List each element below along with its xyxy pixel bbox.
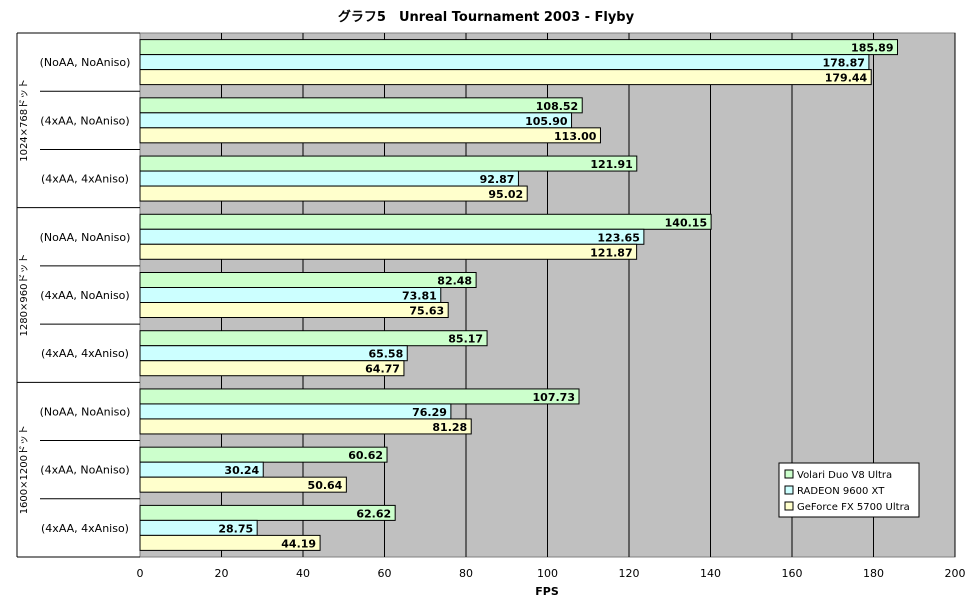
data-label: 64.77 xyxy=(365,363,400,376)
x-tick-label: 0 xyxy=(137,567,144,580)
bar xyxy=(139,228,645,245)
data-label: 85.17 xyxy=(448,333,483,346)
x-tick-label: 180 xyxy=(863,567,884,580)
bar xyxy=(139,272,477,288)
data-label: 44.19 xyxy=(281,537,316,550)
category-label: (4xAA, 4xAniso) xyxy=(41,522,129,535)
bar xyxy=(139,388,580,405)
data-label: 60.62 xyxy=(348,449,383,462)
x-tick-label: 160 xyxy=(782,567,803,580)
legend-swatch xyxy=(784,469,794,479)
bar xyxy=(139,170,519,187)
data-label: 140.15 xyxy=(665,216,707,229)
x-tick-label: 140 xyxy=(700,567,721,580)
data-label: 62.62 xyxy=(356,507,391,520)
category-label: (4xAA, NoAniso) xyxy=(40,114,129,127)
data-label: 121.87 xyxy=(590,246,632,259)
legend-swatch xyxy=(784,485,794,495)
group-label: 1024×768ドット xyxy=(19,79,30,162)
bar xyxy=(139,185,528,202)
bar xyxy=(139,213,712,230)
bar xyxy=(139,243,638,260)
category-label: (4xAA, NoAniso) xyxy=(40,289,129,302)
data-label: 121.91 xyxy=(590,158,632,171)
y-axis-labels: (NoAA, NoAniso) (4xAA, NoAniso) (4xAA, 4xA… xyxy=(16,32,140,558)
bar xyxy=(139,287,442,303)
legend: Volari Duo V8 Ultra RADEON 9600 XT GeForce… xyxy=(778,462,920,518)
bar xyxy=(139,155,638,172)
data-label: 185.89 xyxy=(851,42,893,55)
x-tick-label: 20 xyxy=(215,567,229,580)
x-tick-label: 40 xyxy=(296,567,310,580)
data-label: 123.65 xyxy=(597,231,639,244)
data-label: 178.87 xyxy=(822,57,864,70)
x-axis-title: FPS xyxy=(535,585,559,598)
bar xyxy=(139,302,449,318)
bar xyxy=(139,127,601,144)
bars-layer: 185.89 178.87 179.44 108.52 105.90 113.00 121.… xyxy=(139,39,899,551)
bar xyxy=(139,504,396,521)
data-label: 95.02 xyxy=(488,188,523,201)
data-label: 76.29 xyxy=(412,406,447,419)
data-label: 50.64 xyxy=(308,479,343,492)
bar xyxy=(139,112,573,129)
bar xyxy=(139,39,899,56)
x-tick-label: 120 xyxy=(619,567,640,580)
legend-entry: Volari Duo V8 Ultra xyxy=(797,470,892,481)
bar xyxy=(139,97,583,114)
group-label: 1600×1200ドット xyxy=(19,425,30,514)
data-label: 28.75 xyxy=(218,522,253,535)
data-label: 65.58 xyxy=(368,348,403,361)
category-label: (4xAA, 4xAniso) xyxy=(41,173,129,186)
data-label: 30.24 xyxy=(224,464,259,477)
data-label: 113.00 xyxy=(554,130,597,143)
bar xyxy=(139,345,408,362)
legend-swatch xyxy=(784,501,794,511)
data-label: 82.48 xyxy=(437,275,472,288)
category-label: (NoAA, NoAniso) xyxy=(40,56,131,69)
data-label: 108.52 xyxy=(536,100,578,113)
bar xyxy=(139,418,472,435)
x-tick-label: 80 xyxy=(459,567,473,580)
chart-title: グラフ5 Unreal Tournament 2003 - Flyby xyxy=(338,9,635,25)
bar xyxy=(139,69,872,86)
x-tick-label: 60 xyxy=(378,567,392,580)
bar xyxy=(139,360,405,377)
category-label: (NoAA, NoAniso) xyxy=(40,405,131,418)
data-label: 179.44 xyxy=(825,72,868,85)
legend-box xyxy=(778,462,920,518)
data-label: 75.63 xyxy=(409,305,444,318)
bar xyxy=(139,403,452,420)
legend-entry: RADEON 9600 XT xyxy=(797,486,885,497)
bar xyxy=(139,476,347,493)
bar xyxy=(139,534,321,551)
data-label: 81.28 xyxy=(432,421,467,434)
x-axis-ticks: 0 20 40 60 80 100 120 140 160 180 200 xyxy=(137,567,966,580)
x-tick-label: 100 xyxy=(537,567,558,580)
x-tick-label: 200 xyxy=(945,567,966,580)
category-label: (4xAA, 4xAniso) xyxy=(41,347,129,360)
data-label: 107.73 xyxy=(533,391,575,404)
data-label: 105.90 xyxy=(525,115,568,128)
bar xyxy=(139,330,488,347)
category-label: (NoAA, NoAniso) xyxy=(40,231,131,244)
legend-entry: GeForce FX 5700 Ultra xyxy=(797,502,910,513)
data-label: 92.87 xyxy=(480,173,515,186)
group-label: 1280×960ドット xyxy=(19,254,30,337)
category-label: (4xAA, NoAniso) xyxy=(40,464,129,477)
data-label: 73.81 xyxy=(402,290,437,303)
bar xyxy=(139,54,870,71)
